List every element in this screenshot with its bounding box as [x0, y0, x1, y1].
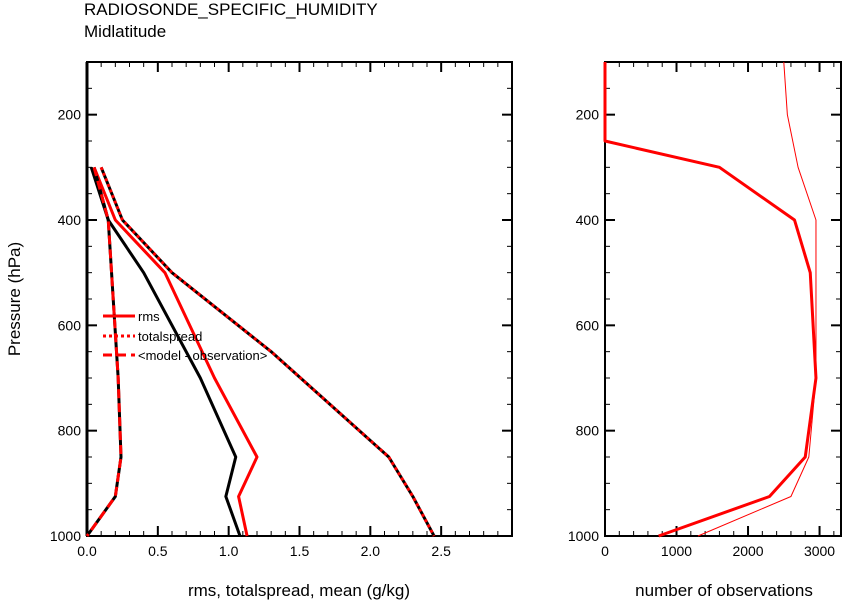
left-series--model-observation--line — [85, 166, 123, 537]
left-x-tick-label: 2.5 — [431, 543, 451, 559]
left-y-axis-label: Pressure (hPa) — [5, 242, 24, 356]
right-x-tick-label: 3000 — [804, 543, 835, 559]
left-y-tick-label: 600 — [58, 317, 82, 333]
left-x-tick-label: 2.0 — [361, 543, 381, 559]
left-x-tick-label: 0.5 — [148, 543, 168, 559]
left-series-group — [85, 62, 436, 537]
right-x-axis-label: number of observations — [635, 581, 813, 600]
legend-label-model-minus-obs: <model - observation> — [138, 348, 267, 363]
right-x-tick-label: 0 — [601, 543, 609, 559]
right-series-0-line — [603, 62, 818, 538]
right-series-group — [603, 61, 818, 538]
right-y-tick-label: 800 — [576, 423, 600, 439]
left-x-axis-label: rms, totalspread, mean (g/kg) — [188, 581, 410, 600]
legend-label-totalspread: totalspread — [138, 329, 202, 344]
left-series-rms-line — [92, 166, 259, 537]
chart-subtitle: Midlatitude — [84, 22, 167, 41]
left-y-tick-label: 400 — [58, 212, 82, 228]
left-y-tick-label: 1000 — [50, 528, 81, 544]
left-ticks: 0.0 0.5 1.0 1.5 2.0 2.5 200 400 600 800 1000 — [50, 61, 513, 559]
right-y-tick-label: 200 — [576, 107, 600, 123]
left-panel: 0.0 0.5 1.0 1.5 2.0 2.5 200 400 600 800 1000 Press… — [5, 61, 513, 600]
left-x-tick-label: 1.5 — [290, 543, 310, 559]
left-x-tick-label: 0.0 — [77, 543, 97, 559]
legend-label-rms: rms — [138, 309, 160, 324]
left-y-tick-label: 800 — [58, 423, 82, 439]
left-x-tick-label: 1.0 — [219, 543, 239, 559]
right-x-tick-label: 1000 — [661, 543, 692, 559]
left-plot-frame — [86, 61, 513, 537]
right-series-1-line — [697, 61, 817, 537]
legend: rms totalspread <model - observation> — [103, 309, 267, 363]
chart-title: RADIOSONDE_SPECIFIC_HUMIDITY — [84, 0, 378, 19]
left-y-tick-label: 200 — [58, 107, 82, 123]
right-x-tick-label: 2000 — [732, 543, 763, 559]
right-y-tick-label: 1000 — [568, 528, 599, 544]
right-y-tick-label: 400 — [576, 212, 600, 228]
left-series-totalspread-line — [99, 166, 436, 537]
right-y-tick-label: 600 — [576, 317, 600, 333]
